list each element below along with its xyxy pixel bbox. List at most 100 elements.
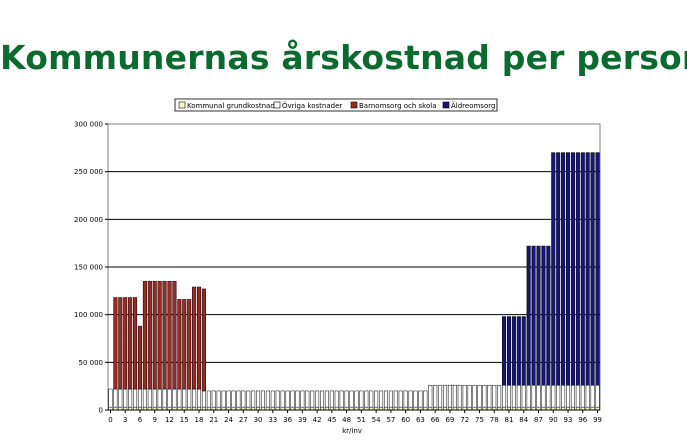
bar-segment: [561, 384, 566, 408]
legend-swatch: [273, 101, 281, 109]
bar-segment: [118, 388, 123, 408]
chart-title: Kommunernas årskostnad per person: [0, 38, 687, 77]
bar-segment: [177, 388, 182, 408]
bar-segment: [196, 286, 202, 390]
x-tick-label: 39: [298, 416, 307, 424]
x-tick-label: 84: [519, 416, 528, 424]
bar-segment: [408, 390, 413, 408]
bar-segment: [137, 325, 143, 390]
legend-label: Barnomsorg och skola: [359, 102, 437, 110]
bar-segment: [206, 390, 211, 408]
x-tick-label: 12: [165, 416, 174, 424]
bar-segment: [516, 384, 521, 408]
bar-segment: [477, 384, 482, 408]
bar-segment: [541, 245, 546, 386]
y-tick-label: 0: [99, 407, 103, 415]
bar-segment: [472, 384, 477, 408]
x-tick-label: 24: [224, 416, 233, 424]
x-axis-label: kr/inv: [342, 427, 362, 435]
bar-segment: [187, 299, 192, 390]
legend: Kommunal grundkostnad Övriga kostnader Bar…: [174, 98, 498, 112]
bar-segment: [487, 384, 492, 408]
bar-segment: [497, 384, 502, 408]
bar-segment: [285, 390, 290, 408]
bar-segment: [221, 390, 226, 408]
x-tick-label: 63: [416, 416, 425, 424]
bar-segment: [182, 388, 187, 408]
x-tick-label: 45: [327, 416, 336, 424]
bar-segment: [192, 388, 197, 408]
bar-segment: [467, 384, 472, 408]
bar-segment: [595, 152, 600, 386]
bar-segment: [502, 384, 507, 408]
bar-segment: [585, 384, 590, 408]
bar-segment: [315, 390, 320, 408]
legend-label: Kommunal grundkostnad: [187, 102, 275, 110]
y-tick-label: 100 000: [74, 311, 103, 319]
bar-segment: [334, 390, 339, 408]
bar-segment: [423, 390, 428, 408]
bar-segment: [595, 384, 600, 408]
x-tick-label: 36: [283, 416, 292, 424]
bar-segment: [349, 390, 354, 408]
bar-segment: [541, 384, 546, 408]
y-tick-label: 50 000: [79, 359, 104, 367]
bar-segment: [147, 281, 152, 390]
bar-segment: [265, 390, 270, 408]
bar-segment: [526, 384, 531, 408]
bar-segment: [275, 390, 280, 408]
y-tick-label: 250 000: [74, 168, 103, 176]
bar-segment: [383, 390, 389, 408]
x-tick-label: 57: [386, 416, 395, 424]
x-tick-label: 99: [593, 416, 602, 424]
bar-segment: [570, 152, 575, 386]
bar-segment: [142, 388, 147, 408]
bar-segment: [511, 384, 516, 408]
bar-segment: [216, 390, 221, 408]
bar-segment: [546, 245, 551, 386]
bar-segment: [565, 384, 571, 408]
bar-segment: [280, 390, 285, 408]
bar-segment: [290, 390, 295, 408]
bar-segment: [137, 388, 143, 408]
bar-segment: [580, 152, 585, 386]
plot-area: 0 50 000 100 000 150 000 200 000 250 000 300 0…: [74, 121, 602, 436]
bar-segment: [369, 390, 374, 408]
bar-segment: [580, 384, 585, 408]
bar-segment: [428, 384, 433, 408]
bar-segment: [561, 152, 566, 386]
legend-swatch: [442, 101, 450, 109]
bar-segment: [585, 152, 590, 386]
bar-segment: [354, 390, 359, 408]
bar-segment: [152, 281, 157, 390]
bar-segment: [133, 388, 138, 408]
bar-segment: [556, 384, 561, 408]
x-tick-label: 9: [153, 416, 157, 424]
y-tick-label: 200 000: [74, 216, 103, 224]
bar-segment: [546, 384, 551, 408]
x-tick-label: 60: [401, 416, 410, 424]
bar-segment: [162, 281, 167, 390]
x-tick-label: 0: [108, 416, 112, 424]
bar-segment: [123, 297, 128, 390]
bar-segment: [192, 286, 197, 390]
bar-segment: [536, 384, 541, 408]
x-tick-label: 6: [138, 416, 143, 424]
bar-segment: [260, 390, 266, 408]
bar-segment: [556, 152, 561, 386]
bar-segment: [413, 390, 418, 408]
bar-segment: [167, 388, 172, 408]
bar-segment: [393, 390, 398, 408]
bar-segment: [516, 316, 521, 386]
bar-segment: [157, 388, 162, 408]
bar-segment: [364, 390, 369, 408]
bar-segment: [123, 388, 128, 408]
bar-segment: [236, 390, 241, 408]
bar-segment: [575, 152, 580, 386]
legend-box: [174, 98, 498, 112]
bar-segment: [374, 390, 379, 408]
bar-segment: [403, 390, 408, 408]
x-tick-label: 66: [431, 416, 440, 424]
bar-segment: [241, 390, 246, 408]
